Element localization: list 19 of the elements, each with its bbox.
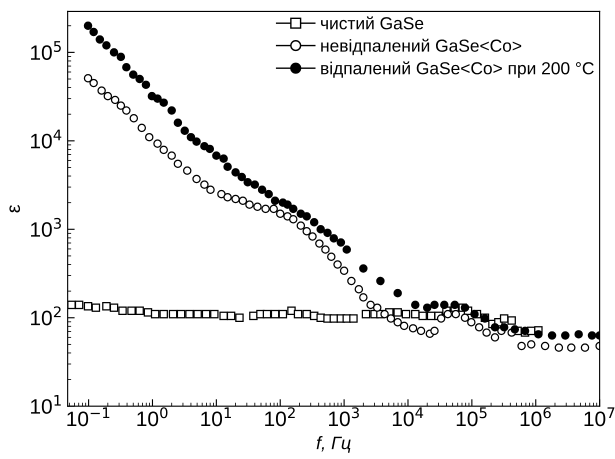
legend-label: чистий GaSe (321, 16, 424, 30)
y-axis-title: ε (9, 204, 20, 213)
y-tick-label: 10$^{3}$ (31, 218, 61, 237)
x-tick-label: 10$^{0}$ (137, 407, 168, 426)
y-tick-label: 10$^{5}$ (31, 41, 61, 60)
x-tick-label: 10$^{2}$ (265, 407, 295, 426)
legend-label: невідпалений GaSe<Co> (321, 38, 522, 56)
y-tick-label: 10$^{4}$ (31, 130, 62, 148)
x-tick-label: 10$^{4}$ (392, 407, 424, 426)
x-tick-label: 10$^{5}$ (456, 407, 487, 426)
x-tick-label: 10$^{6}$ (520, 407, 551, 426)
legend-label: відпалений GaSe<Co> при 200 °C (321, 61, 594, 78)
x-tick-label: 10$^{−1}$ (67, 407, 110, 426)
y-tick-label: 10$^{1}$ (31, 395, 61, 414)
x-tick-label: 10$^{1}$ (201, 407, 231, 426)
y-tick-label: 10$^{2}$ (31, 306, 61, 326)
x-axis-title: f, Гц (316, 436, 351, 453)
x-tick-label: 10$^{3}$ (329, 407, 359, 426)
x-tick-label: 10$^{7}$ (584, 407, 614, 426)
